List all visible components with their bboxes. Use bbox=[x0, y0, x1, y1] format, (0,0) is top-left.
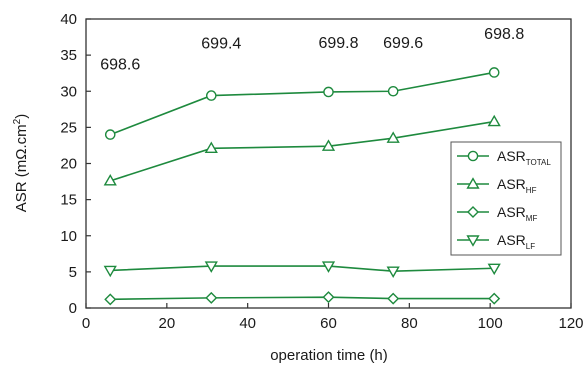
legend-marker bbox=[467, 150, 479, 162]
data-point-hf bbox=[487, 114, 501, 127]
legend: ASRTOTAL ASRHF ASRMF ASRLF bbox=[450, 141, 562, 256]
y-tick-label: 20 bbox=[60, 156, 77, 173]
data-point-total bbox=[323, 86, 334, 98]
temperature-annotation: 699.6 bbox=[383, 35, 423, 52]
data-point-hf bbox=[103, 174, 117, 186]
series-lf bbox=[103, 261, 501, 278]
data-point-total bbox=[104, 129, 116, 140]
y-tick-label: 5 bbox=[69, 264, 77, 281]
legend-item-total: ASRTOTAL bbox=[457, 148, 551, 167]
ticks: 0 20 40 60 80 100 120 0 5 10 15 20 25 30 35 40 bbox=[60, 11, 583, 332]
series-layer bbox=[103, 67, 501, 306]
data-point-lf bbox=[321, 261, 336, 273]
legend-marker bbox=[466, 177, 480, 189]
y-tick-label: 10 bbox=[60, 228, 77, 245]
data-point-mf bbox=[322, 291, 335, 304]
legend-label: ASRTOTAL bbox=[497, 148, 551, 167]
data-point-total bbox=[387, 85, 399, 97]
data-point-lf bbox=[103, 265, 117, 278]
legend-marker bbox=[466, 235, 480, 247]
y-axis-title-sup: 2 bbox=[12, 118, 23, 124]
x-tick-label: 60 bbox=[320, 315, 337, 332]
y-tick-label: 30 bbox=[60, 83, 77, 100]
series-line-total bbox=[109, 71, 495, 136]
legend-item-mf: ASRMF bbox=[457, 204, 537, 223]
data-point-lf bbox=[386, 266, 400, 278]
data-point-hf bbox=[321, 139, 336, 151]
legend-label: ASRLF bbox=[497, 232, 535, 251]
annotation-layer: 698.6 699.4 699.8 699.6 698.8 bbox=[100, 26, 524, 73]
series-total bbox=[104, 67, 500, 140]
y-axis-title: ASR (mΩ.cm2) bbox=[12, 114, 30, 212]
series-hf bbox=[103, 114, 501, 186]
data-point-total bbox=[205, 90, 217, 101]
legend-item-lf: ASRLF bbox=[457, 232, 535, 251]
y-tick-label: 0 bbox=[69, 300, 77, 317]
legend-item-hf: ASRHF bbox=[457, 176, 537, 195]
series-line-mf bbox=[110, 296, 495, 301]
data-point-lf bbox=[487, 263, 501, 276]
temperature-annotation: 699.4 bbox=[201, 36, 241, 53]
y-tick-label: 35 bbox=[60, 47, 77, 64]
x-tick-label: 0 bbox=[82, 315, 90, 332]
x-tick-label: 40 bbox=[239, 315, 256, 332]
temperature-annotation: 698.6 bbox=[100, 57, 140, 74]
legend-label: ASRHF bbox=[497, 176, 537, 195]
data-point-mf bbox=[488, 292, 501, 305]
x-tick-label: 120 bbox=[558, 315, 583, 332]
y-tick-label: 40 bbox=[60, 11, 77, 28]
series-line-hf bbox=[110, 120, 495, 182]
series-line-lf bbox=[110, 265, 495, 272]
data-point-hf bbox=[386, 131, 400, 143]
temperature-annotation: 698.8 bbox=[484, 26, 524, 43]
x-tick-label: 100 bbox=[478, 315, 503, 332]
y-axis-title-end: ) bbox=[13, 114, 30, 119]
series-mf bbox=[104, 291, 501, 306]
legend-marker bbox=[467, 206, 479, 218]
temperature-annotation: 699.8 bbox=[318, 35, 358, 52]
y-tick-label: 25 bbox=[60, 119, 77, 136]
y-tick-label: 15 bbox=[60, 192, 77, 209]
data-point-total bbox=[488, 67, 500, 78]
data-point-mf bbox=[387, 292, 400, 305]
x-tick-label: 80 bbox=[401, 315, 418, 332]
x-axis-title: operation time (h) bbox=[270, 347, 388, 364]
x-tick-label: 20 bbox=[158, 315, 175, 332]
data-point-hf bbox=[204, 141, 218, 154]
y-axis-title-main: ASR (mΩ.cm bbox=[13, 124, 30, 212]
data-point-mf bbox=[104, 293, 117, 306]
data-point-lf bbox=[204, 261, 218, 273]
legend-label: ASRMF bbox=[497, 204, 537, 223]
data-point-mf bbox=[205, 291, 218, 304]
